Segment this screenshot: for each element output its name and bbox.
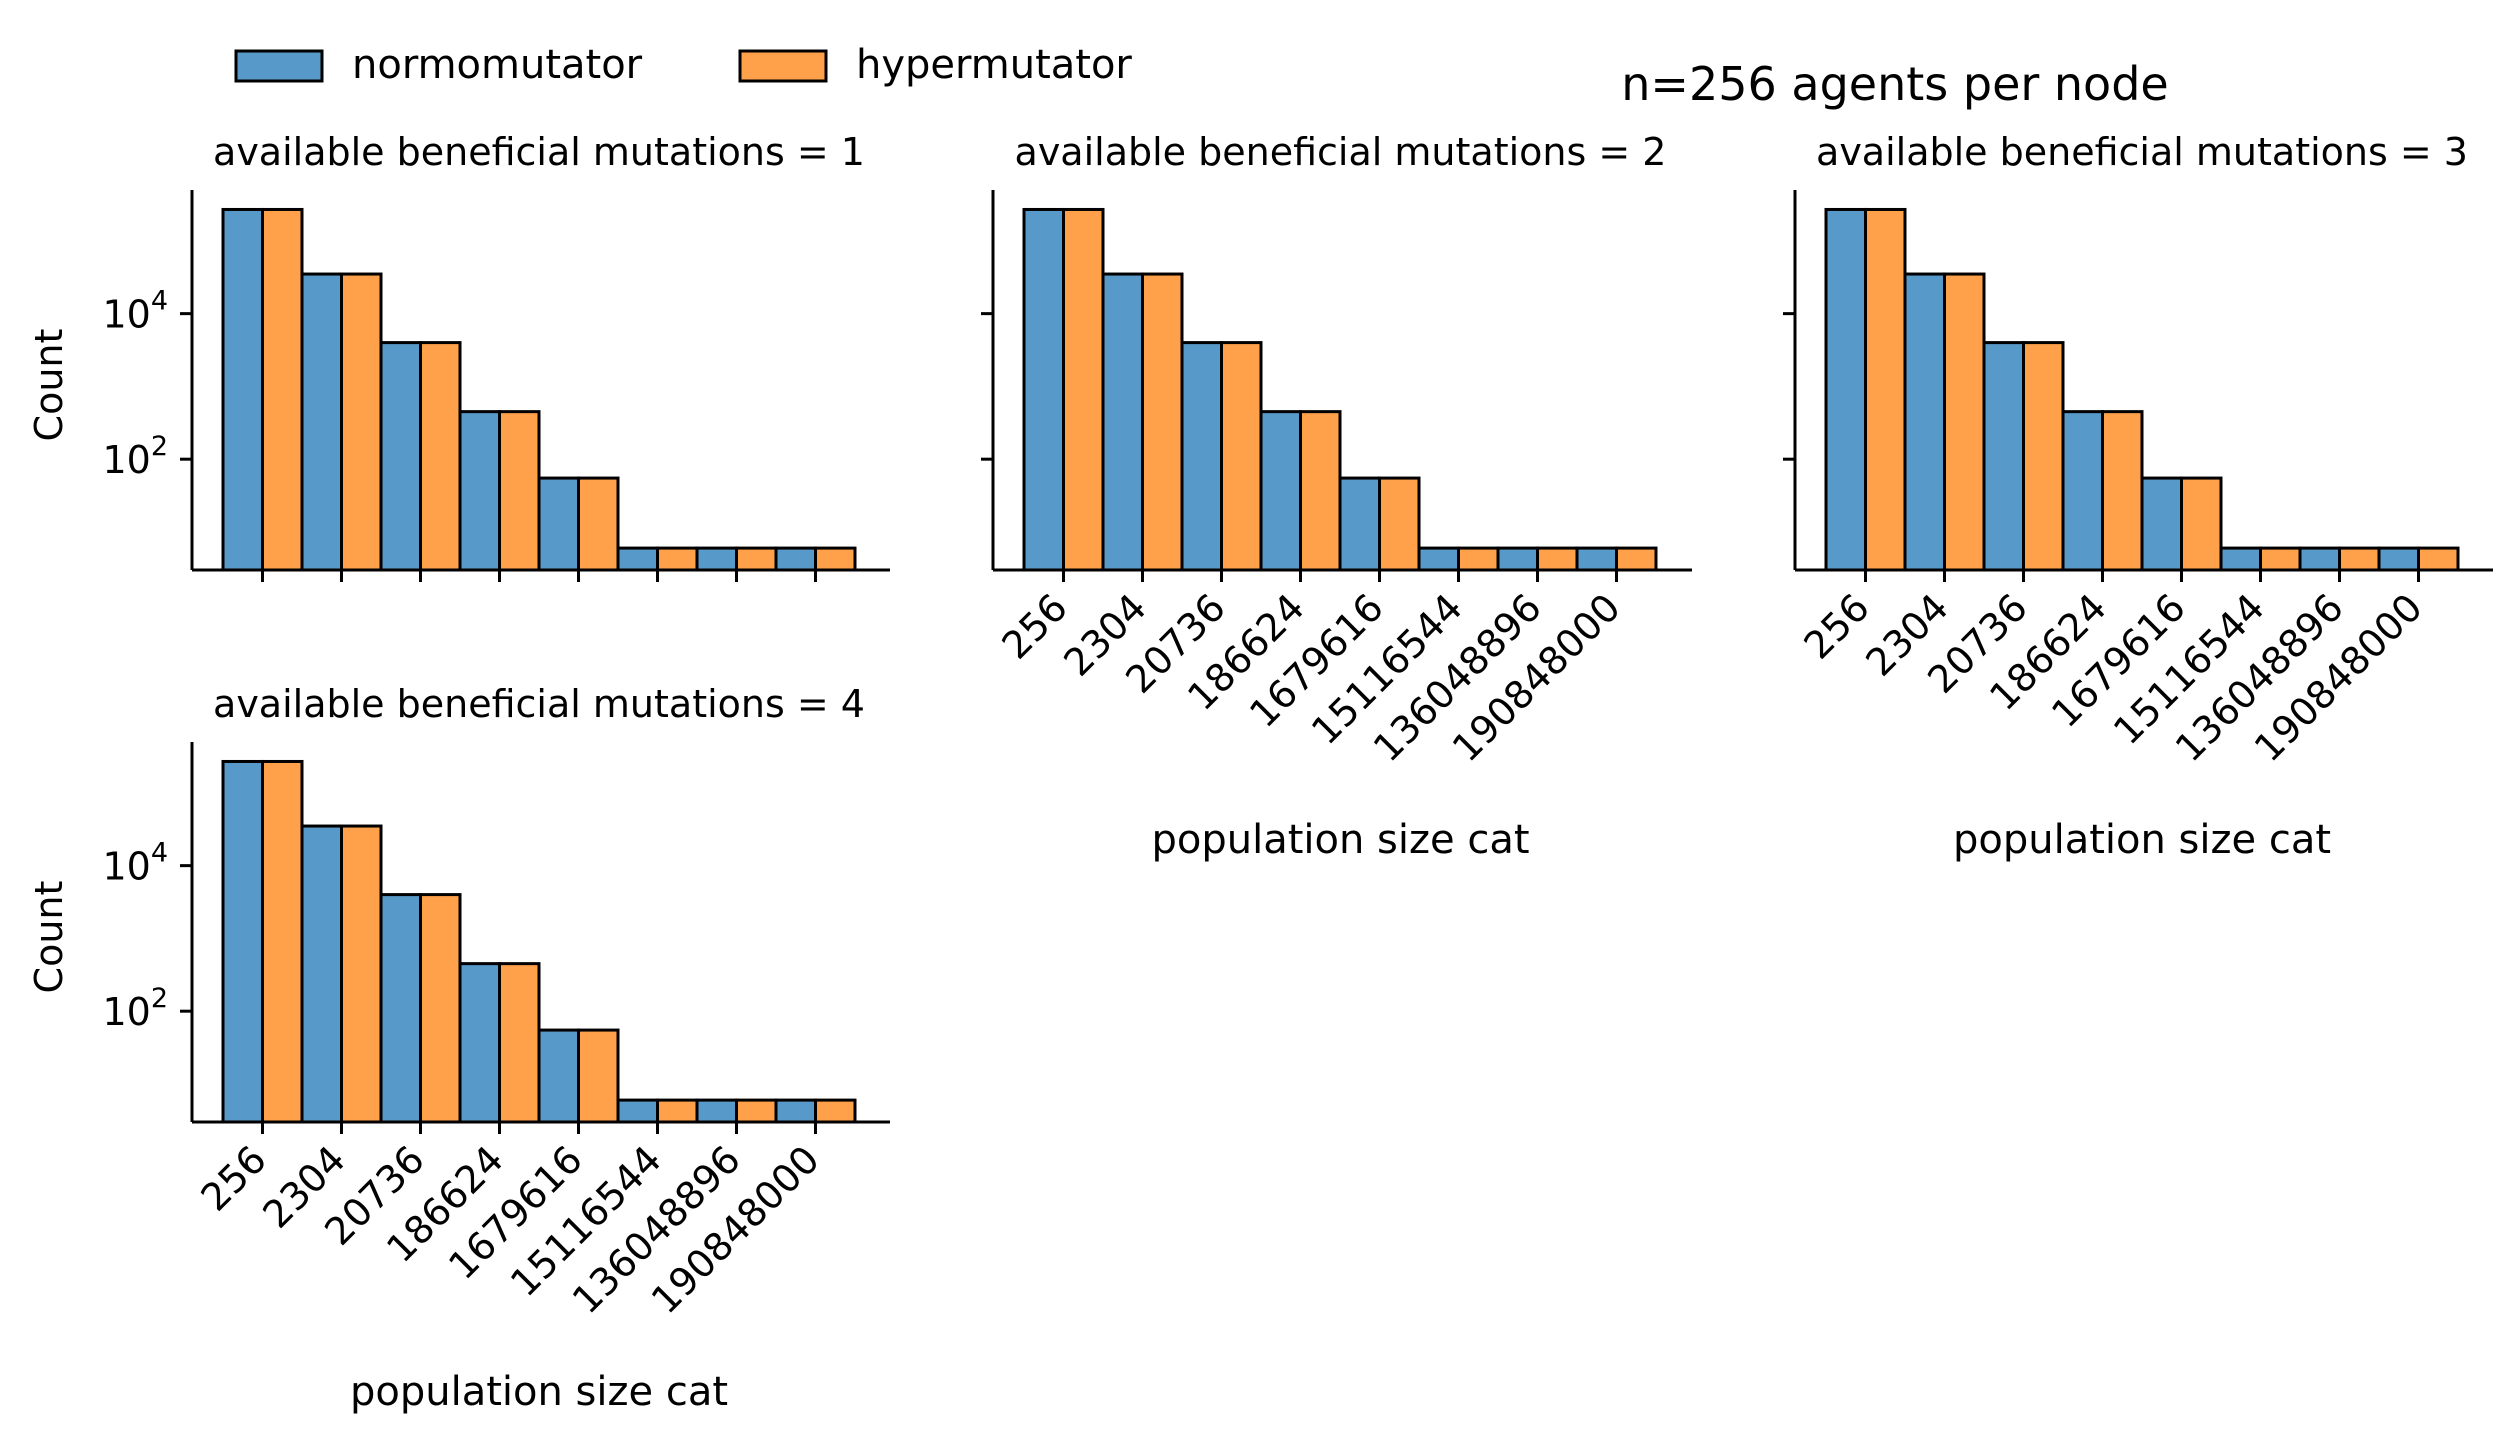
bar-hypermutator-190848000 — [2417, 546, 2460, 572]
bar-hypermutator-20736 — [1220, 341, 1263, 572]
legend-swatch-normomutator — [234, 49, 324, 83]
bar-normomutator-15116544 — [616, 1098, 659, 1124]
bar-normomutator-1679616 — [2140, 476, 2183, 572]
bar-hypermutator-256 — [1062, 207, 1105, 572]
panel-title: available beneficial mutations = 1 — [213, 130, 865, 174]
bar-hypermutator-15116544 — [656, 546, 699, 572]
bar-hypermutator-1679616 — [577, 476, 620, 572]
bar-normomutator-15116544 — [616, 546, 659, 572]
legend-label-normomutator: normomutator — [352, 42, 643, 88]
x-axis-label: population size cat — [1953, 817, 2331, 863]
bar-hypermutator-190848000 — [814, 1098, 857, 1124]
bar-normomutator-136048896 — [2298, 546, 2341, 572]
bar-hypermutator-20736 — [419, 893, 462, 1124]
bar-normomutator-20736 — [379, 341, 422, 572]
y-tick-label-exponent: 4 — [151, 286, 168, 317]
bar-normomutator-190848000 — [774, 1098, 817, 1124]
bar-hypermutator-186624 — [498, 962, 541, 1124]
chart-panel-4: 1021042562304207361866241679616151165441… — [27, 682, 890, 1415]
bar-hypermutator-136048896 — [2338, 546, 2381, 572]
chart-panel-3: 2562304207361866241679616151165441360488… — [1783, 130, 2493, 863]
bar-normomutator-256 — [221, 207, 264, 572]
bar-hypermutator-15116544 — [656, 1098, 699, 1124]
chart-panels: 102 104 available beneficial mutations = 1… — [27, 130, 2493, 1415]
bar-hypermutator-256 — [261, 207, 304, 572]
bar-normomutator-186624 — [1259, 410, 1302, 572]
y-tick-label: 104 — [102, 286, 168, 337]
bar-normomutator-20736 — [379, 893, 422, 1124]
bar-hypermutator-1679616 — [2180, 476, 2223, 572]
bar-hypermutator-190848000 — [1615, 546, 1658, 572]
bar-hypermutator-256 — [1864, 207, 1907, 572]
bar-hypermutator-1679616 — [577, 1028, 620, 1124]
bar-hypermutator-2304 — [1141, 272, 1184, 572]
bar-hypermutator-136048896 — [735, 546, 778, 572]
panel-title: available beneficial mutations = 3 — [1816, 130, 2468, 174]
bar-normomutator-190848000 — [774, 546, 817, 572]
bar-hypermutator-2304 — [340, 272, 383, 572]
bar-hypermutator-20736 — [419, 341, 462, 572]
bar-normomutator-186624 — [2061, 410, 2104, 572]
legend-swatch-hypermutator — [738, 49, 828, 83]
legend-label-hypermutator: hypermutator — [856, 42, 1132, 88]
bar-normomutator-186624 — [458, 962, 501, 1124]
figure-suptitle: n=256 agents per node — [1621, 57, 2168, 111]
chart-panel-2: 2562304207361866241679616151165441360488… — [981, 130, 1692, 863]
y-tick-label-exponent: 2 — [151, 983, 168, 1014]
y-axis-label: Count — [27, 329, 71, 442]
x-axis-label: population size cat — [1151, 817, 1529, 863]
y-tick-label-exponent: 4 — [151, 838, 168, 869]
bar-hypermutator-2304 — [340, 824, 383, 1124]
bar-hypermutator-1679616 — [1378, 476, 1421, 572]
bar-normomutator-20736 — [1982, 341, 2025, 572]
bar-normomutator-15116544 — [2219, 546, 2262, 572]
panel-title: available beneficial mutations = 4 — [213, 682, 865, 726]
bar-normomutator-20736 — [1180, 341, 1223, 572]
bar-normomutator-136048896 — [695, 1098, 738, 1124]
bar-normomutator-136048896 — [1496, 546, 1539, 572]
bar-normomutator-190848000 — [1575, 546, 1618, 572]
bar-hypermutator-15116544 — [2259, 546, 2302, 572]
bar-normomutator-186624 — [458, 410, 501, 572]
y-axis-label: Count — [27, 881, 71, 994]
bar-normomutator-2304 — [300, 824, 343, 1124]
bar-normomutator-1679616 — [537, 1028, 580, 1124]
bar-normomutator-190848000 — [2377, 546, 2420, 572]
y-tick-label: 102 — [102, 983, 168, 1034]
y-tick-label: 104 — [102, 838, 168, 889]
bar-normomutator-1679616 — [537, 476, 580, 572]
bar-normomutator-256 — [1022, 207, 1065, 572]
bar-normomutator-2304 — [1903, 272, 1946, 572]
bar-normomutator-256 — [1824, 207, 1867, 572]
bar-normomutator-1679616 — [1338, 476, 1381, 572]
y-tick-label-exponent: 2 — [151, 431, 168, 462]
chart-panel-1: 102 104 available beneficial mutations = 1… — [27, 130, 890, 582]
bar-hypermutator-15116544 — [1457, 546, 1500, 572]
bar-hypermutator-2304 — [1943, 272, 1986, 572]
bar-normomutator-2304 — [1101, 272, 1144, 572]
x-axis-label: population size cat — [350, 1369, 728, 1415]
legend: normomutator hypermutator — [234, 42, 1132, 88]
bar-normomutator-136048896 — [695, 546, 738, 572]
bar-hypermutator-136048896 — [1536, 546, 1579, 572]
bar-hypermutator-186624 — [2101, 410, 2144, 572]
bar-hypermutator-190848000 — [814, 546, 857, 572]
bar-hypermutator-186624 — [498, 410, 541, 572]
bar-normomutator-2304 — [300, 272, 343, 572]
bar-normomutator-256 — [221, 759, 264, 1124]
bar-normomutator-15116544 — [1417, 546, 1460, 572]
y-tick-label: 102 — [102, 431, 168, 482]
panel-title: available beneficial mutations = 2 — [1015, 130, 1667, 174]
bar-hypermutator-256 — [261, 759, 304, 1124]
bar-hypermutator-20736 — [2022, 341, 2065, 572]
bar-hypermutator-136048896 — [735, 1098, 778, 1124]
bar-hypermutator-186624 — [1299, 410, 1342, 572]
